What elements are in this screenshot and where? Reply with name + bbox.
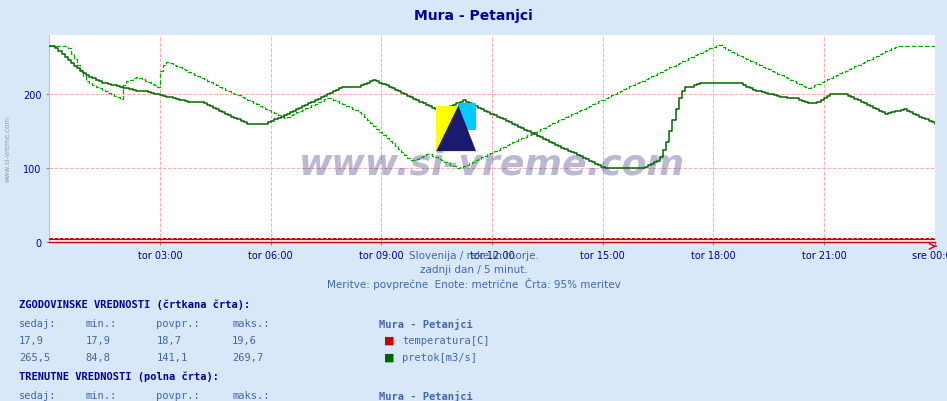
Text: ZGODOVINSKE VREDNOSTI (črtkana črta):: ZGODOVINSKE VREDNOSTI (črtkana črta): <box>19 299 250 309</box>
Text: 19,6: 19,6 <box>232 335 257 345</box>
Text: www.si-vreme.com: www.si-vreme.com <box>5 115 10 181</box>
Text: TRENUTNE VREDNOSTI (polna črta):: TRENUTNE VREDNOSTI (polna črta): <box>19 371 219 381</box>
Text: 17,9: 17,9 <box>85 335 110 345</box>
Text: zadnji dan / 5 minut.: zadnji dan / 5 minut. <box>420 264 527 274</box>
Text: maks.:: maks.: <box>232 318 270 328</box>
Text: Slovenija / reke in morje.: Slovenija / reke in morje. <box>408 251 539 261</box>
Text: Meritve: povprečne  Enote: metrične  Črta: 95% meritev: Meritve: povprečne Enote: metrične Črta:… <box>327 277 620 289</box>
Text: Mura - Petanjci: Mura - Petanjci <box>414 9 533 23</box>
Text: 265,5: 265,5 <box>19 352 50 362</box>
FancyBboxPatch shape <box>458 104 476 131</box>
Polygon shape <box>437 106 476 152</box>
Text: ■: ■ <box>384 352 394 362</box>
Text: maks.:: maks.: <box>232 390 270 400</box>
Text: min.:: min.: <box>85 318 116 328</box>
Text: sedaj:: sedaj: <box>19 390 57 400</box>
Text: Mura - Petanjci: Mura - Petanjci <box>379 390 473 401</box>
Text: 269,7: 269,7 <box>232 352 263 362</box>
Text: sedaj:: sedaj: <box>19 318 57 328</box>
Text: povpr.:: povpr.: <box>156 390 200 400</box>
Text: 18,7: 18,7 <box>156 335 181 345</box>
Text: ■: ■ <box>384 335 394 345</box>
Text: temperatura[C]: temperatura[C] <box>402 335 490 345</box>
Text: Mura - Petanjci: Mura - Petanjci <box>379 318 473 329</box>
Text: min.:: min.: <box>85 390 116 400</box>
Text: 84,8: 84,8 <box>85 352 110 362</box>
Text: www.si-vreme.com: www.si-vreme.com <box>299 147 685 181</box>
Text: 17,9: 17,9 <box>19 335 44 345</box>
Text: 141,1: 141,1 <box>156 352 188 362</box>
Text: povpr.:: povpr.: <box>156 318 200 328</box>
FancyBboxPatch shape <box>437 106 458 152</box>
Text: pretok[m3/s]: pretok[m3/s] <box>402 352 477 362</box>
